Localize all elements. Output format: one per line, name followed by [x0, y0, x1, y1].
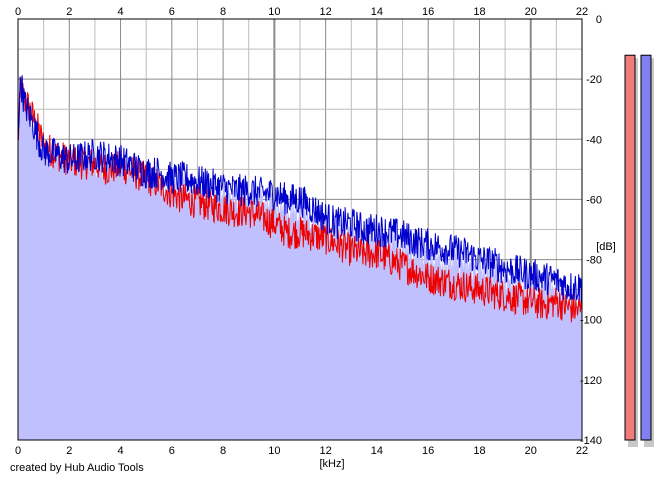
- spectrum-fill: [18, 84, 582, 440]
- x-tick-label-bottom: 6: [169, 445, 175, 457]
- x-tick-label-bottom: 12: [320, 445, 332, 457]
- series-layer: [17, 75, 583, 323]
- x-tick-label-top: 10: [268, 6, 280, 18]
- x-tick-label-top: 20: [525, 6, 537, 18]
- x-axis-bottom: 0 2 4 6 8 10 12 14 16 18 20 22: [15, 445, 588, 457]
- x-tick-label-top: 16: [422, 6, 434, 18]
- y-tick-label: -80: [586, 255, 602, 267]
- left-channel-meter: [624, 54, 636, 441]
- x-tick-label-bottom: 10: [268, 445, 280, 457]
- x-tick-label-top: 18: [473, 6, 485, 18]
- y-tick-label: -60: [586, 194, 602, 206]
- x-tick-label-bottom: 0: [15, 445, 21, 457]
- right-channel-meter: [640, 54, 652, 441]
- plot-border: [17, 18, 583, 441]
- y-tick-label: -140: [580, 435, 602, 447]
- x-tick-label-top: 2: [66, 6, 72, 18]
- footer-credit: created by Hub Audio Tools: [10, 462, 144, 474]
- x-tick-label-top: 14: [371, 6, 383, 18]
- x-tick-label-top: 6: [169, 6, 175, 18]
- x-axis-label: [kHz]: [319, 458, 344, 470]
- x-tick-label-bottom: 4: [117, 445, 123, 457]
- x-tick-label-bottom: 8: [220, 445, 226, 457]
- x-axis-top: 0 2 4 6 8 10 12 14 16 18 20 22: [15, 6, 588, 18]
- y-tick-label: -100: [580, 315, 602, 327]
- x-tick-label-top: 12: [320, 6, 332, 18]
- x-tick-label-top: 8: [220, 6, 226, 18]
- y-axis-label: [dB]: [596, 241, 616, 253]
- series-right-line: [17, 75, 583, 303]
- plot-area: [17, 18, 583, 441]
- x-tick-label-top: 22: [576, 6, 588, 18]
- level-meters: [624, 54, 654, 447]
- x-tick-label-bottom: 16: [422, 445, 434, 457]
- x-tick-label-bottom: 18: [473, 445, 485, 457]
- x-tick-label-bottom: 14: [371, 445, 383, 457]
- x-tick-label-bottom: 20: [525, 445, 537, 457]
- x-tick-label-top: 0: [15, 6, 21, 18]
- y-tick-label: -20: [586, 74, 602, 86]
- y-tick-label: -40: [586, 134, 602, 146]
- x-tick-label-top: 4: [117, 6, 123, 18]
- series-left-line: [17, 76, 583, 323]
- x-tick-label-bottom: 22: [576, 445, 588, 457]
- y-tick-label: 0: [596, 14, 602, 26]
- y-axis: 0 -20 -40 -60 -80 -100 -120 -140: [580, 14, 602, 447]
- x-tick-label-bottom: 2: [66, 445, 72, 457]
- y-tick-label: -120: [580, 375, 602, 387]
